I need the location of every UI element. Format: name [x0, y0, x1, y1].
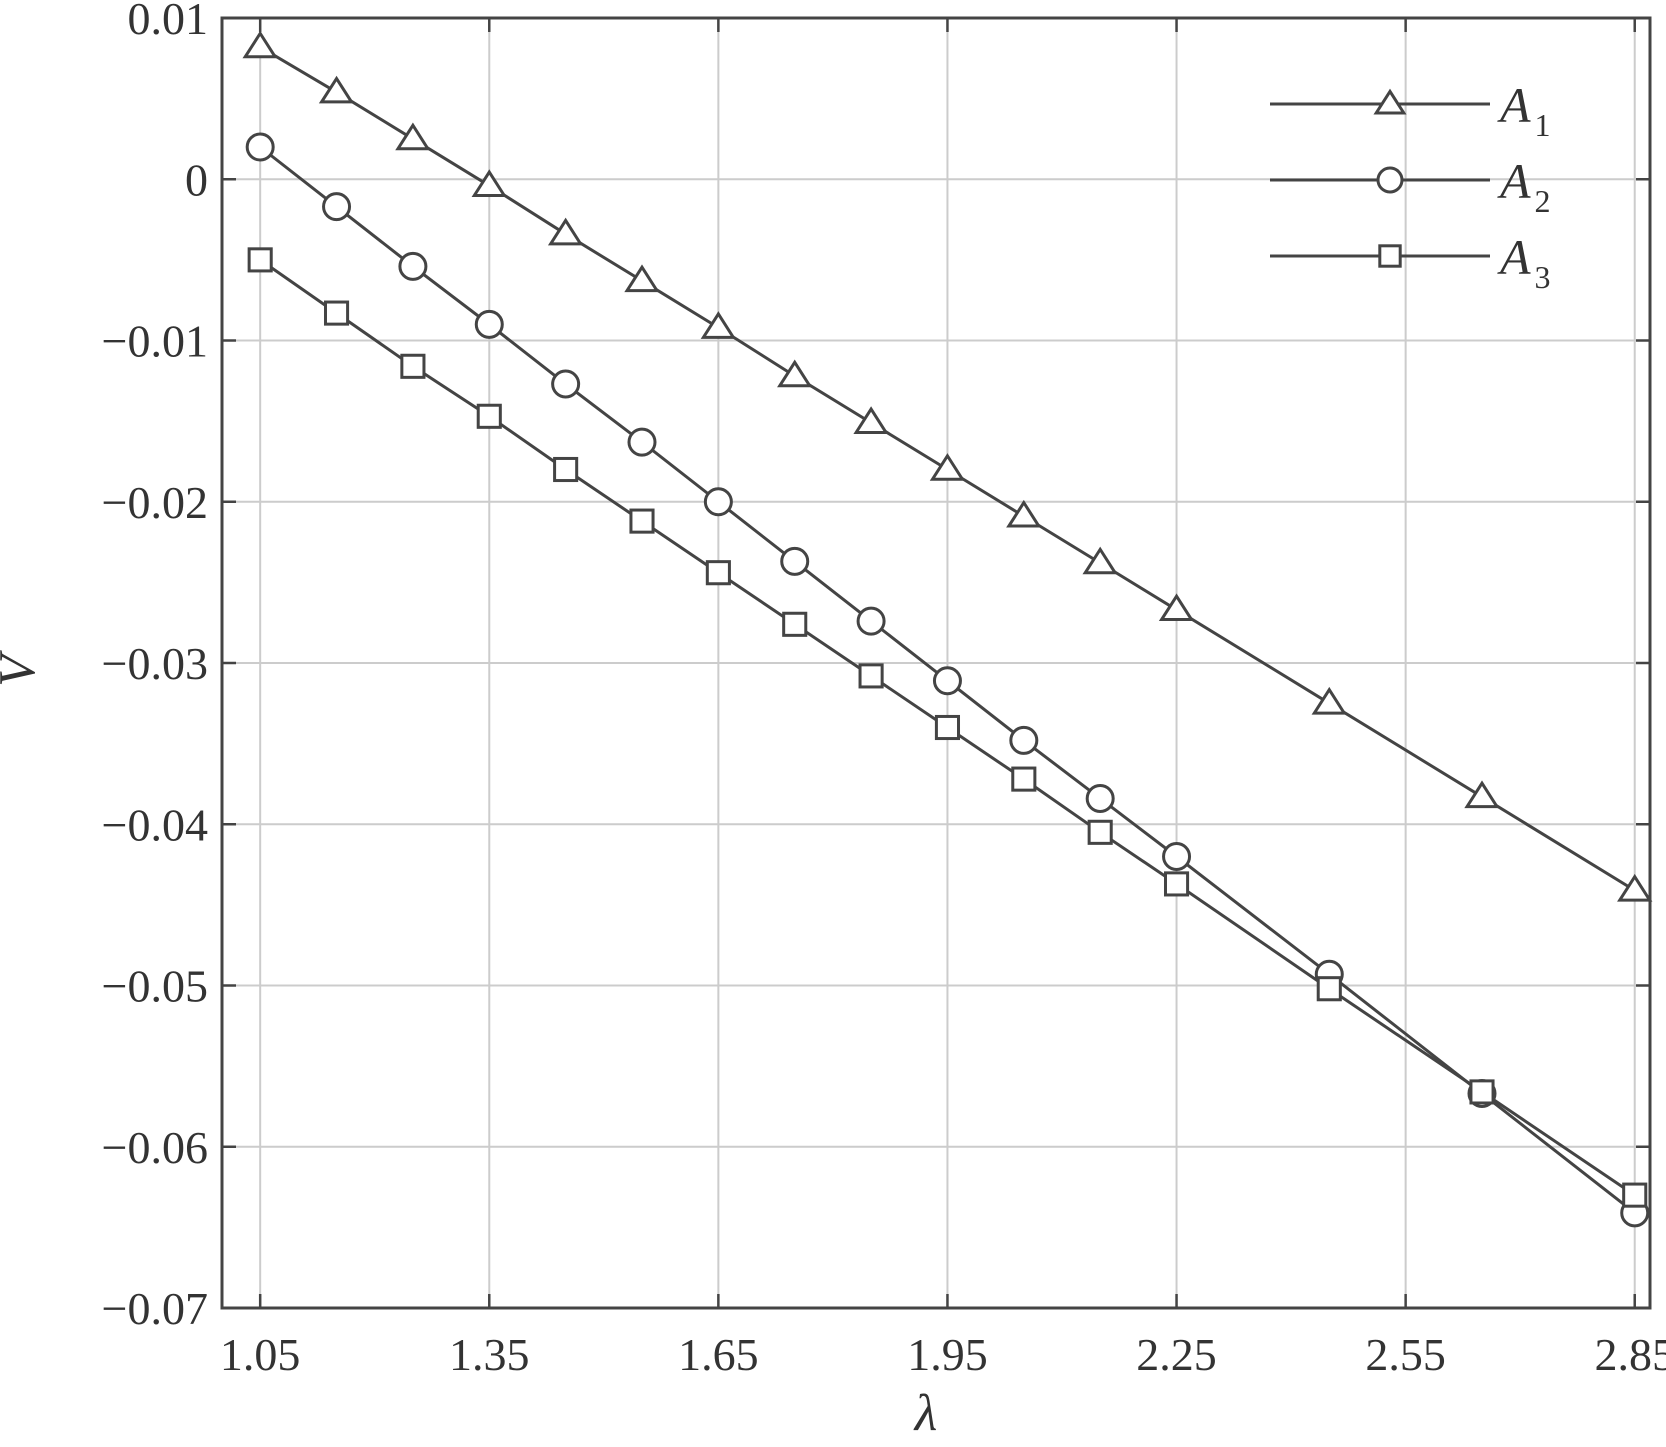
data-point-square	[1622, 1182, 1648, 1208]
data-point-square	[858, 663, 884, 689]
data-point-triangle	[547, 217, 584, 246]
data-point-triangle	[929, 453, 966, 481]
y-tick-label: −0.06	[102, 1122, 208, 1173]
series-layer	[242, 30, 1653, 1228]
x-tick-label: 2.85	[1594, 1329, 1666, 1380]
y-tick-label: −0.03	[102, 638, 208, 689]
data-point-circle	[780, 546, 810, 576]
data-point-square	[1087, 819, 1113, 845]
grid-layer	[222, 17, 1650, 1309]
data-point-circle	[551, 369, 581, 399]
data-point-square	[247, 247, 273, 273]
x-tick-label: 2.25	[1136, 1329, 1217, 1380]
data-point-circle	[932, 666, 962, 696]
data-point-square	[1316, 976, 1342, 1002]
data-point-triangle	[1464, 780, 1500, 809]
series-1	[242, 30, 1653, 902]
data-point-circle	[1162, 842, 1192, 871]
x-tick-label: 1.65	[678, 1329, 759, 1380]
data-point-square	[705, 560, 731, 586]
data-point-triangle	[1158, 593, 1195, 622]
data-point-square	[1469, 1079, 1495, 1105]
data-point-square	[1011, 766, 1037, 792]
data-point-circle	[1009, 725, 1039, 755]
x-tick-label: 1.35	[449, 1329, 530, 1380]
data-point-square	[934, 714, 961, 741]
data-point-circle	[856, 606, 886, 636]
x-tick-label: 1.95	[907, 1329, 988, 1380]
series-line	[259, 45, 1636, 892]
legend-marker-circle	[1376, 166, 1404, 194]
data-point-circle	[474, 309, 504, 339]
y-tick-label: 0	[185, 154, 208, 205]
series-line	[259, 258, 1636, 1197]
data-point-square	[323, 300, 350, 326]
data-point-circle	[245, 132, 275, 162]
y-tick-label: −0.07	[102, 1283, 208, 1334]
legend-label-subscript: 2	[1535, 183, 1551, 219]
data-point-square	[553, 456, 579, 483]
legend-label-main: A	[1497, 77, 1531, 133]
data-point-triangle	[624, 264, 660, 293]
data-point-triangle	[471, 169, 507, 197]
data-point-circle	[703, 487, 733, 517]
legend-marker-triangle	[1373, 88, 1407, 115]
legend-label-main: A	[1497, 153, 1531, 209]
x-tick-label: 1.05	[220, 1329, 301, 1380]
data-point-triangle	[853, 406, 889, 434]
y-axis-title: V	[0, 650, 46, 687]
y-tick-label: 0.01	[128, 0, 209, 44]
x-tick-label: 2.55	[1365, 1329, 1446, 1380]
y-tick-label: −0.02	[102, 477, 208, 528]
ticks-layer: 1.05 1.35 1.65 1.95 2.25 2.55 2.85 0.01 0 −0.01 −0…	[102, 0, 1666, 1380]
data-point-triangle	[395, 122, 431, 151]
legend-label-subscript: 3	[1535, 259, 1551, 295]
data-point-triangle	[777, 359, 813, 388]
x-axis-title: λ	[913, 1385, 938, 1442]
y-tick-label: −0.01	[102, 316, 208, 367]
data-point-circle	[627, 427, 657, 457]
legend-label-subscript: 1	[1535, 107, 1551, 143]
y-tick-label: −0.05	[102, 961, 208, 1012]
data-point-triangle	[318, 75, 355, 104]
data-point-triangle	[242, 30, 278, 59]
data-point-triangle	[1082, 546, 1118, 575]
data-point-triangle	[700, 311, 737, 339]
data-point-triangle	[1311, 686, 1347, 715]
legend-marker-square	[1378, 244, 1402, 268]
data-point-square	[782, 611, 808, 637]
data-point-circle	[398, 251, 428, 281]
legend-label-main: A	[1497, 229, 1531, 285]
data-point-square	[629, 508, 655, 534]
data-point-circle	[322, 192, 352, 222]
series-2	[245, 132, 1650, 1228]
series-3	[247, 247, 1648, 1208]
legend: A 1A 2A 3	[1270, 77, 1551, 295]
series-line	[259, 145, 1636, 1215]
data-point-triangle	[1617, 873, 1653, 902]
data-point-square	[476, 403, 502, 429]
data-point-circle	[1085, 783, 1115, 813]
data-point-square	[400, 353, 426, 379]
data-point-triangle	[1006, 499, 1042, 528]
data-point-square	[1163, 871, 1190, 897]
y-tick-label: −0.04	[102, 799, 208, 850]
